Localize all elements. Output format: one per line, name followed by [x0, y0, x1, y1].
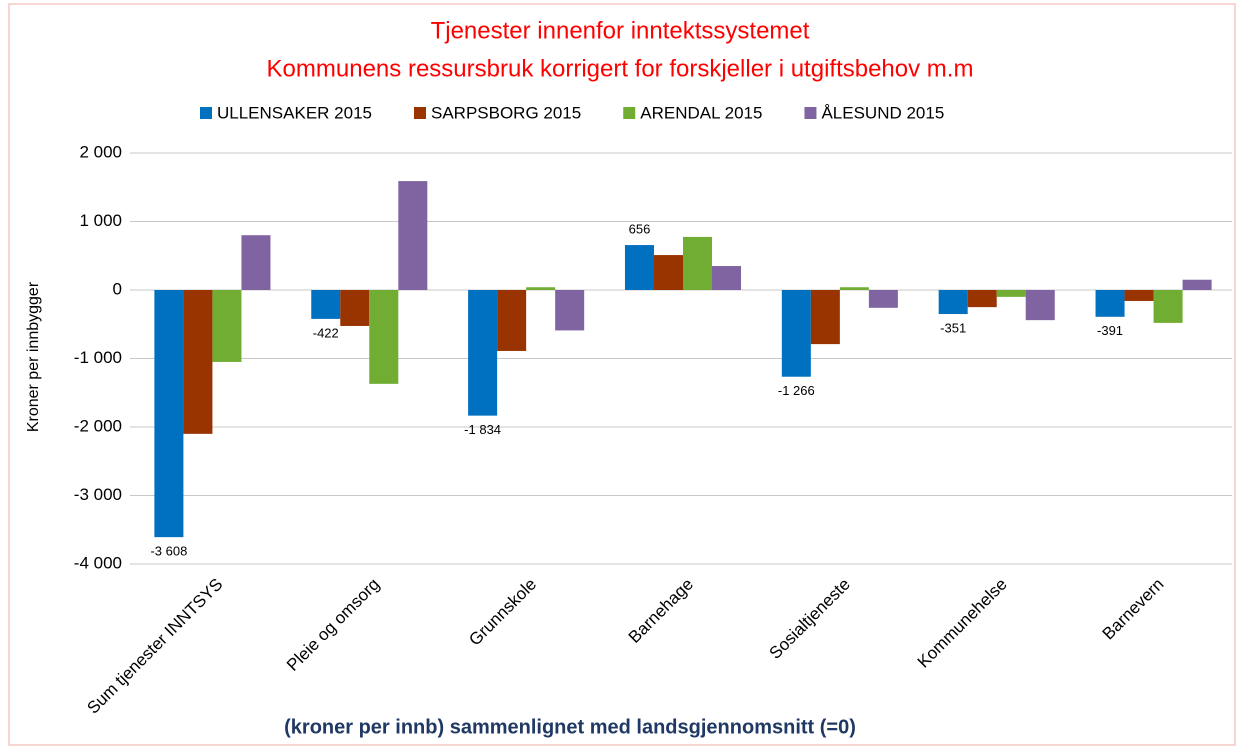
- bar: [712, 266, 742, 290]
- x-axis-label: (kroner per innb) sammenlignet med lands…: [284, 716, 856, 738]
- legend-label: SARPSBORG 2015: [431, 103, 581, 122]
- y-tick-label: -2 000: [74, 416, 122, 435]
- data-label: -351: [940, 320, 966, 335]
- bar: [497, 290, 527, 351]
- bar: [183, 290, 213, 434]
- bar: [683, 236, 713, 290]
- y-tick-label: 1 000: [79, 211, 122, 230]
- bar: [311, 290, 341, 319]
- y-tick-label: -4 000: [74, 553, 122, 572]
- data-label: -391: [1097, 323, 1123, 338]
- chart-border: [8, 3, 1236, 746]
- legend-label: ARENDAL 2015: [640, 103, 762, 122]
- y-tick-label: -1 000: [74, 348, 122, 367]
- legend-swatch: [413, 107, 426, 119]
- bar: [967, 290, 997, 308]
- bar: [653, 255, 683, 290]
- legend-swatch: [804, 107, 817, 119]
- bar: [369, 290, 399, 384]
- bar: [996, 290, 1026, 297]
- data-label: -1 266: [778, 383, 815, 398]
- chart-title: Tjenester innenfor inntektssystemet: [431, 17, 810, 44]
- legend-swatch: [623, 107, 636, 119]
- data-label: 656: [629, 222, 651, 237]
- bar: [212, 290, 242, 362]
- bar: [154, 290, 184, 538]
- data-label: -422: [313, 325, 339, 340]
- bar: [1025, 290, 1055, 321]
- bar: [1095, 290, 1125, 317]
- bar: [241, 235, 271, 290]
- bar: [839, 287, 869, 290]
- y-tick-label: -3 000: [74, 485, 122, 504]
- bar: [555, 290, 585, 331]
- bar: [781, 290, 811, 377]
- legend-label: ÅLESUND 2015: [821, 103, 944, 122]
- bar: [468, 290, 498, 416]
- bar: [938, 290, 968, 315]
- bar: [1153, 290, 1183, 323]
- bar: [526, 287, 556, 290]
- bar: [398, 181, 428, 290]
- chart-subtitle: Kommunens ressursbruk korrigert for fors…: [267, 55, 974, 82]
- legend-label: ULLENSAKER 2015: [217, 103, 372, 122]
- y-tick-label: 2 000: [79, 142, 122, 161]
- bar: [1182, 279, 1212, 290]
- bar: [810, 290, 840, 345]
- data-label: -3 608: [150, 544, 187, 559]
- bar: [1124, 290, 1154, 301]
- legend-swatch: [200, 107, 212, 119]
- y-axis-label: Kroner per innbygger: [25, 281, 42, 432]
- bar: [340, 290, 370, 326]
- bar: [624, 245, 654, 290]
- bar: [868, 290, 898, 308]
- y-tick-label: 0: [113, 279, 122, 298]
- data-label: -1 834: [464, 422, 501, 437]
